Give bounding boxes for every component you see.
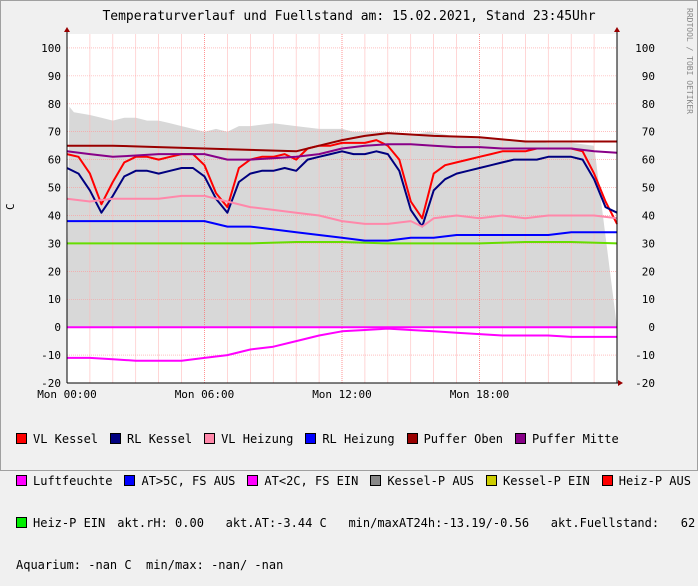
series-line xyxy=(67,327,617,362)
legend-swatch xyxy=(486,475,498,486)
legend-aquarium-text: Aquarium: -nan C min/max: -nan/ -nan xyxy=(16,558,284,572)
y-tick-label-left: 10 xyxy=(48,293,61,306)
legend-label: RL Heizung xyxy=(322,432,395,446)
legend-item: Puffer Mitte xyxy=(515,432,619,446)
y-tick-label-left: 80 xyxy=(48,98,61,111)
legend-item: Heiz-P EIN xyxy=(16,516,105,530)
y-tick-label-right: -20 xyxy=(635,377,655,390)
y-tick-label-right: 70 xyxy=(642,126,655,139)
legend: VL Kessel RL Kessel VL Heizung RL Heizung Pu… xyxy=(16,404,698,586)
rrdtool-watermark: RRDTOOL / TOBI OETIKER xyxy=(685,8,694,114)
legend-label: Heiz-P EIN xyxy=(33,516,106,530)
legend-item: Kessel-P AUS xyxy=(370,474,474,488)
legend-label: RL Kessel xyxy=(127,432,193,446)
y-tick-label-right: -10 xyxy=(635,349,655,362)
legend-swatch xyxy=(16,433,27,444)
y-tick-label-right: 90 xyxy=(642,70,655,83)
y-axis-arrow-right xyxy=(614,27,620,32)
y-axis-arrow-left xyxy=(64,27,70,32)
legend-swatch xyxy=(110,433,122,444)
legend-label: Puffer Oben xyxy=(423,432,504,446)
x-tick-label: Mon 18:00 xyxy=(450,388,510,400)
y-tick-label-right: 10 xyxy=(642,293,655,306)
legend-item: VL Heizung xyxy=(204,432,293,446)
legend-row-3: Heiz-P EIN akt.rH: 0.00 akt.AT:-3.44 C mi… xyxy=(16,516,698,530)
legend-swatch xyxy=(16,475,27,486)
legend-row-2: Luftfeuchte AT>5C, FS AUS AT<2C, FS EIN Kes… xyxy=(16,474,698,488)
y-tick-label-left: 60 xyxy=(48,154,61,167)
legend-label: Kessel-P AUS xyxy=(387,474,475,488)
series-line xyxy=(67,132,617,153)
legend-swatch xyxy=(515,433,527,444)
legend-swatch xyxy=(601,475,613,486)
legend-label: Puffer Mitte xyxy=(532,432,619,446)
legend-swatch xyxy=(204,433,216,444)
y-tick-label-left: 20 xyxy=(48,265,61,278)
legend-label: AT>5C, FS AUS xyxy=(141,474,236,488)
y-tick-label-left: 50 xyxy=(48,182,61,195)
y-tick-label-right: 80 xyxy=(642,98,655,111)
series-line xyxy=(66,143,618,161)
y-tick-label-left: -20 xyxy=(41,377,61,390)
x-tick-label: Mon 06:00 xyxy=(175,388,235,400)
legend-label: VL Kessel xyxy=(33,432,99,446)
legend-status-text: akt.rH: 0.00 akt.AT:-3.44 C min/maxAT24h… xyxy=(117,516,696,530)
legend-swatch xyxy=(247,475,259,486)
y-tick-label-left: 100 xyxy=(41,42,61,55)
legend-swatch xyxy=(305,433,317,444)
x-axis-arrow xyxy=(618,380,623,386)
y-tick-label-right: 50 xyxy=(642,182,655,195)
series-line xyxy=(67,220,617,242)
legend-row-4: Aquarium: -nan C min/max: -nan/ -nan xyxy=(16,558,698,572)
legend-label: Kessel-P EIN xyxy=(503,474,590,488)
y-tick-label-left: 40 xyxy=(48,209,61,222)
series-line xyxy=(66,139,618,225)
series-line xyxy=(66,194,618,228)
chart-title: Temperaturverlauf und Fuellstand am: 15.… xyxy=(102,9,596,24)
y-tick-label-left: 30 xyxy=(48,237,61,250)
legend-item: VL Kessel xyxy=(16,432,98,446)
legend-swatch xyxy=(406,433,418,444)
y-tick-label-left: 90 xyxy=(48,70,61,83)
legend-item: Kessel-P EIN xyxy=(486,474,590,488)
x-tick-label: Mon 00:00 xyxy=(37,388,97,400)
legend-item: AT<2C, FS EIN xyxy=(247,474,358,488)
legend-swatch xyxy=(124,475,136,486)
legend-item: RL Heizung xyxy=(305,432,395,446)
y-tick-label-left: -10 xyxy=(41,349,61,362)
x-tick-label: Mon 12:00 xyxy=(312,388,372,400)
y-tick-label-left: 0 xyxy=(54,321,61,334)
y-tick-label-right: 100 xyxy=(635,42,655,55)
series-line xyxy=(66,150,618,228)
legend-label: AT<2C, FS EIN xyxy=(264,474,359,488)
y-tick-label-right: 60 xyxy=(642,154,655,167)
legend-item: RL Kessel xyxy=(110,432,192,446)
legend-item: Puffer Oben xyxy=(406,432,504,446)
y-tick-label-right: 40 xyxy=(642,209,655,222)
y-tick-label-right: 20 xyxy=(642,265,655,278)
legend-item: Heiz-P AUS xyxy=(601,474,691,488)
legend-label: VL Heizung xyxy=(221,432,294,446)
y-tick-label-left: 70 xyxy=(48,126,61,139)
legend-swatch xyxy=(16,517,27,528)
legend-swatch xyxy=(370,475,382,486)
series-line xyxy=(67,241,618,245)
legend-item: Luftfeuchte xyxy=(16,474,112,488)
legend-label: Heiz-P AUS xyxy=(618,474,691,488)
legend-item: AT>5C, FS AUS xyxy=(124,474,235,488)
y-tick-label-right: 30 xyxy=(642,237,655,250)
legend-row-1: VL Kessel RL Kessel VL Heizung RL Heizung Pu… xyxy=(16,432,698,446)
y-tick-label-right: 0 xyxy=(648,321,655,334)
legend-label: Luftfeuchte xyxy=(33,474,113,488)
